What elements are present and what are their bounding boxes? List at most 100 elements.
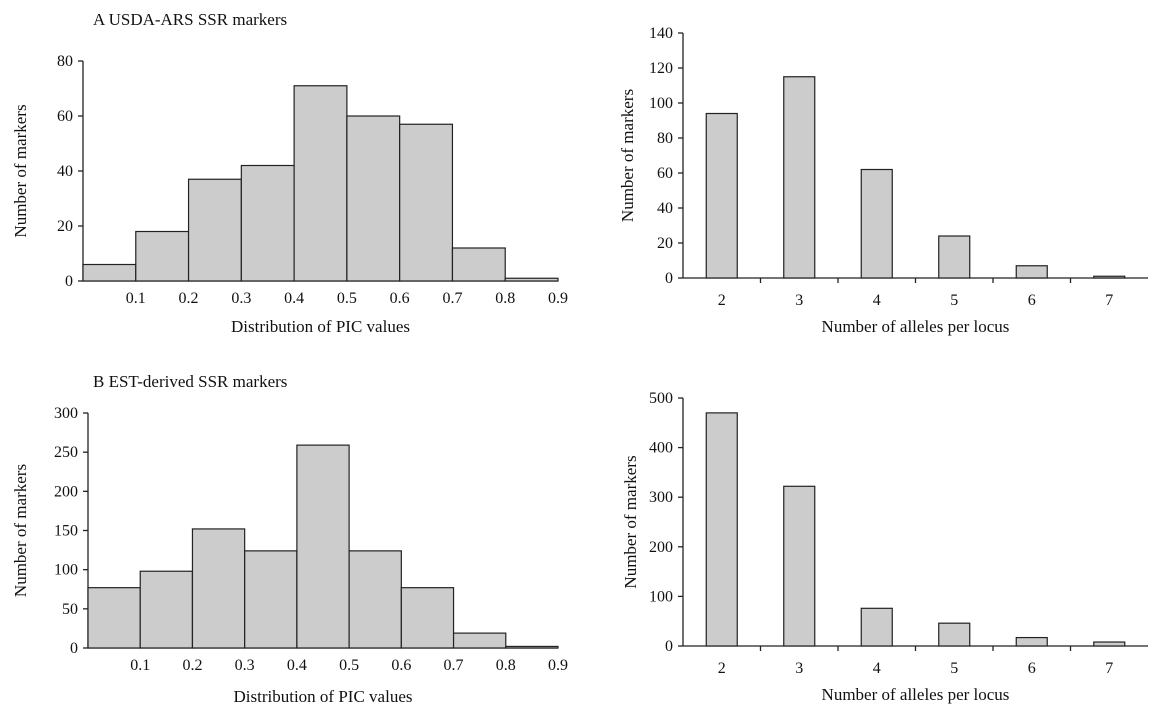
x-tick-label: 0.6 bbox=[390, 290, 410, 307]
x-tick-label: 2 bbox=[718, 292, 726, 309]
x-tick-label: 7 bbox=[1105, 292, 1113, 309]
y-tick-label: 400 bbox=[649, 440, 673, 457]
x-tick-label: 7 bbox=[1105, 660, 1113, 677]
histogram-bar bbox=[135, 230, 190, 282]
x-tick-label: 6 bbox=[1028, 660, 1036, 677]
histogram-bar bbox=[187, 178, 242, 282]
x-tick-label: 0.7 bbox=[442, 290, 462, 307]
chart-a-alleles-per-locus: 0 20 40 60 80 100 120 140 2 3 4 5 6 7 Number of allele… bbox=[618, 25, 1148, 336]
x-tick-label: 0.8 bbox=[495, 290, 515, 307]
x-tick-label: 0.3 bbox=[235, 657, 255, 674]
y-axis-label: Number of markers bbox=[621, 455, 640, 588]
y-tick-label: 20 bbox=[657, 235, 673, 252]
bar bbox=[783, 76, 816, 279]
histogram-bar bbox=[348, 550, 402, 649]
histogram-bar bbox=[400, 587, 455, 649]
y-tick-label: 80 bbox=[57, 53, 73, 70]
chart-b-alleles-per-locus: 0 100 200 300 400 500 2 3 4 5 6 7 Number of alleles … bbox=[621, 390, 1148, 704]
histogram-bar bbox=[82, 263, 137, 282]
histogram-bar bbox=[452, 632, 507, 649]
y-tick-label: 80 bbox=[657, 130, 673, 147]
x-tick-label: 0.9 bbox=[548, 657, 568, 674]
histogram-bar bbox=[87, 587, 141, 649]
x-tick-label: 0.8 bbox=[496, 657, 516, 674]
panel-a-title: A USDA-ARS SSR markers bbox=[93, 10, 287, 29]
bar bbox=[783, 485, 816, 647]
panel-b-title: B EST-derived SSR markers bbox=[93, 372, 287, 391]
x-tick-label: 3 bbox=[795, 660, 803, 677]
y-tick-label: 200 bbox=[649, 539, 673, 556]
y-tick-label: 150 bbox=[54, 523, 78, 540]
bar bbox=[705, 112, 738, 279]
y-tick-label: 20 bbox=[57, 218, 73, 235]
y-tick-label: 60 bbox=[57, 108, 73, 125]
y-tick-label: 100 bbox=[649, 588, 673, 605]
y-tick-label: 50 bbox=[62, 601, 78, 618]
bar bbox=[1093, 641, 1126, 647]
y-tick-label: 0 bbox=[665, 638, 673, 655]
y-tick-label: 60 bbox=[657, 165, 673, 182]
x-tick-label: 3 bbox=[795, 292, 803, 309]
y-tick-label: 500 bbox=[649, 390, 673, 407]
histogram-bar bbox=[240, 164, 295, 282]
x-axis-label: Distribution of PIC values bbox=[234, 687, 413, 706]
x-tick-label: 0.4 bbox=[287, 657, 307, 674]
y-tick-label: 300 bbox=[649, 489, 673, 506]
y-axis-label: Number of markers bbox=[618, 89, 637, 222]
x-axis-label: Number of alleles per locus bbox=[822, 317, 1010, 336]
bar bbox=[1015, 636, 1048, 647]
chart-a-pic-values: 0 20 40 60 80 0.1 0.2 0.3 0.4 0.5 0.6 0.7 0.8 0.9 Dist… bbox=[11, 53, 568, 336]
x-tick-label: 0.1 bbox=[126, 290, 146, 307]
y-axis-label: Number of markers bbox=[11, 464, 30, 597]
y-tick-label: 40 bbox=[57, 163, 73, 180]
histogram-bar bbox=[505, 645, 559, 649]
x-tick-label: 0.6 bbox=[391, 657, 411, 674]
histogram-bar bbox=[244, 550, 298, 649]
histogram-bar bbox=[293, 85, 348, 282]
x-tick-label: 0.9 bbox=[548, 290, 568, 307]
bar bbox=[705, 412, 738, 647]
y-tick-label: 250 bbox=[54, 444, 78, 461]
x-tick-label: 0.2 bbox=[179, 290, 199, 307]
y-tick-label: 40 bbox=[657, 200, 673, 217]
y-axis-label: Number of markers bbox=[11, 104, 30, 237]
bar bbox=[860, 168, 893, 279]
bar bbox=[860, 607, 893, 647]
histogram-bar bbox=[139, 570, 194, 649]
x-tick-label: 0.2 bbox=[182, 657, 202, 674]
x-tick-label: 0.4 bbox=[284, 290, 304, 307]
x-tick-label: 5 bbox=[950, 660, 958, 677]
bar bbox=[938, 622, 971, 647]
y-tick-label: 0 bbox=[65, 273, 73, 290]
x-tick-label: 0.5 bbox=[337, 290, 357, 307]
x-axis-label: Number of alleles per locus bbox=[822, 685, 1010, 704]
histogram-bar bbox=[191, 528, 246, 649]
x-tick-label: 0.1 bbox=[130, 657, 150, 674]
y-tick-label: 100 bbox=[54, 562, 78, 579]
histogram-bar bbox=[346, 115, 401, 282]
bar bbox=[1093, 275, 1126, 279]
bar bbox=[938, 235, 971, 279]
x-tick-label: 2 bbox=[718, 660, 726, 677]
x-tick-label: 4 bbox=[873, 292, 881, 309]
y-tick-label: 140 bbox=[649, 25, 673, 42]
y-tick-label: 100 bbox=[649, 95, 673, 112]
x-tick-label: 6 bbox=[1028, 292, 1036, 309]
y-tick-label: 200 bbox=[54, 483, 78, 500]
x-tick-label: 0.3 bbox=[231, 290, 251, 307]
x-tick-label: 0.7 bbox=[444, 657, 464, 674]
y-tick-label: 0 bbox=[70, 640, 78, 657]
histogram-bar bbox=[504, 277, 559, 282]
x-tick-label: 0.5 bbox=[339, 657, 359, 674]
y-tick-label: 300 bbox=[54, 405, 78, 422]
bar bbox=[1015, 265, 1048, 279]
histogram-bar bbox=[399, 123, 454, 282]
histogram-bar bbox=[451, 247, 506, 282]
y-tick-label: 120 bbox=[649, 60, 673, 77]
histogram-bar bbox=[296, 444, 350, 649]
y-tick-label: 0 bbox=[665, 270, 673, 287]
chart-b-pic-values: 0 50 100 150 200 250 300 0.1 0.2 0.3 0.4 0.5 0.6 0.7 0… bbox=[11, 405, 568, 706]
x-axis-label: Distribution of PIC values bbox=[231, 317, 410, 336]
